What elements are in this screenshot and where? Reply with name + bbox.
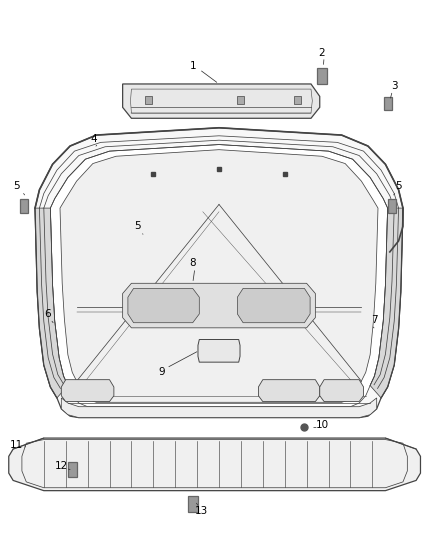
Polygon shape (61, 379, 114, 401)
Polygon shape (128, 288, 199, 322)
Bar (237, 95, 244, 104)
Bar (384, 97, 392, 110)
Text: 5: 5 (134, 221, 141, 231)
Polygon shape (50, 144, 388, 407)
Text: 7: 7 (371, 315, 378, 325)
Bar (294, 95, 301, 104)
Bar (188, 496, 198, 512)
Text: 3: 3 (391, 81, 398, 91)
Bar (68, 462, 77, 477)
Polygon shape (9, 438, 420, 491)
Text: 8: 8 (189, 258, 196, 268)
Bar (145, 95, 152, 104)
Polygon shape (123, 84, 320, 118)
Text: 12: 12 (55, 461, 68, 471)
Text: 4: 4 (91, 134, 98, 144)
Polygon shape (258, 379, 320, 401)
Text: 5: 5 (395, 181, 402, 191)
Polygon shape (35, 128, 403, 418)
Polygon shape (61, 398, 377, 418)
Bar (317, 68, 327, 84)
Polygon shape (198, 340, 240, 362)
Polygon shape (123, 284, 315, 328)
Text: 2: 2 (318, 47, 325, 58)
Text: 1: 1 (189, 61, 196, 71)
Text: 13: 13 (195, 506, 208, 516)
Text: 9: 9 (159, 367, 166, 377)
Polygon shape (237, 288, 310, 322)
Polygon shape (320, 379, 364, 401)
Polygon shape (35, 208, 68, 398)
Text: 10: 10 (315, 420, 328, 430)
Bar (20, 199, 28, 213)
Text: 5: 5 (13, 181, 20, 191)
Text: 11: 11 (10, 440, 23, 450)
Bar (388, 199, 396, 213)
Polygon shape (370, 208, 403, 398)
Polygon shape (60, 150, 378, 402)
Text: 6: 6 (44, 309, 51, 319)
